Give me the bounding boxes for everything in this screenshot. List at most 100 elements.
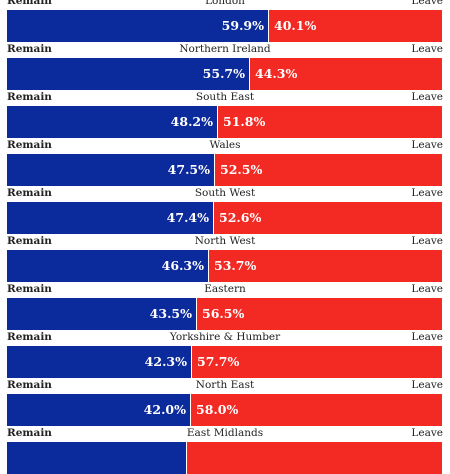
remain-value-label: 42.3% xyxy=(144,354,187,369)
leave-label: Leave xyxy=(411,0,443,7)
leave-label: Leave xyxy=(411,331,443,343)
remain-bar-segment xyxy=(7,58,249,90)
bar-divider xyxy=(191,346,192,378)
region-row: Remain East Midlands Leave xyxy=(0,424,450,474)
region-name: Northern Ireland xyxy=(179,43,271,55)
bar-divider xyxy=(217,106,218,138)
remain-label: Remain xyxy=(7,379,52,391)
region-row: Remain Yorkshire & Humber Leave 42.3% 57.7% xyxy=(0,328,450,378)
leave-bar-segment xyxy=(249,58,442,90)
leave-value-label: 51.8% xyxy=(223,114,266,129)
stacked-bar: 43.5% 56.5% xyxy=(7,298,442,330)
leave-label: Leave xyxy=(411,379,443,391)
bar-divider xyxy=(186,442,187,474)
stacked-bar: 42.3% 57.7% xyxy=(7,346,442,378)
remain-label: Remain xyxy=(7,139,52,151)
region-header: Remain South East Leave xyxy=(0,91,450,103)
stacked-bar: 48.2% 51.8% xyxy=(7,106,442,138)
remain-label: Remain xyxy=(7,43,52,55)
leave-bar-segment xyxy=(186,442,442,474)
leave-bar-segment xyxy=(208,250,442,282)
leave-label: Leave xyxy=(411,43,443,55)
stacked-bar: 59.9% 40.1% xyxy=(7,10,442,42)
leave-value-label: 40.1% xyxy=(274,18,317,33)
leave-bar-segment xyxy=(268,10,442,42)
region-header: Remain North West Leave xyxy=(0,235,450,247)
region-name: South East xyxy=(195,91,255,103)
remain-value-label: 42.0% xyxy=(143,402,186,417)
leave-value-label: 56.5% xyxy=(202,306,245,321)
remain-bar-segment xyxy=(7,346,191,378)
leave-bar-segment xyxy=(214,154,442,186)
stacked-bar: 55.7% 44.3% xyxy=(7,58,442,90)
leave-bar-segment xyxy=(190,394,442,426)
region-name: London xyxy=(205,0,245,7)
remain-bar-segment xyxy=(7,202,213,234)
leave-value-label: 52.6% xyxy=(219,210,262,225)
bar-divider xyxy=(268,10,269,42)
region-name: Eastern xyxy=(204,283,246,295)
leave-value-label: 52.5% xyxy=(220,162,263,177)
region-name: South West xyxy=(194,187,256,199)
region-row: Remain Eastern Leave 43.5% 56.5% xyxy=(0,280,450,330)
remain-bar-segment xyxy=(7,154,214,186)
leave-bar-segment xyxy=(213,202,442,234)
bar-divider xyxy=(213,202,214,234)
bar-divider xyxy=(196,298,197,330)
remain-label: Remain xyxy=(7,187,52,199)
remain-label: Remain xyxy=(7,283,52,295)
remain-value-label: 59.9% xyxy=(221,18,264,33)
leave-value-label: 53.7% xyxy=(214,258,257,273)
region-header: Remain London Leave xyxy=(0,0,450,7)
leave-label: Leave xyxy=(411,139,443,151)
leave-label: Leave xyxy=(411,187,443,199)
region-row: Remain North East Leave 42.0% 58.0% xyxy=(0,376,450,426)
leave-bar-segment xyxy=(196,298,442,330)
leave-bar-segment xyxy=(191,346,442,378)
remain-label: Remain xyxy=(7,0,52,7)
leave-bar-segment xyxy=(217,106,442,138)
region-header: Remain Yorkshire & Humber Leave xyxy=(0,331,450,343)
leave-label: Leave xyxy=(411,235,443,247)
stacked-bar xyxy=(7,442,442,474)
remain-bar-segment xyxy=(7,10,268,42)
region-row: Remain Northern Ireland Leave 55.7% 44.3% xyxy=(0,40,450,90)
remain-bar-segment xyxy=(7,106,217,138)
bar-divider xyxy=(190,394,191,426)
remain-label: Remain xyxy=(7,331,52,343)
region-name: East Midlands xyxy=(186,427,264,439)
remain-value-label: 43.5% xyxy=(149,306,192,321)
leave-value-label: 57.7% xyxy=(197,354,240,369)
stacked-bar: 47.5% 52.5% xyxy=(7,154,442,186)
region-header: Remain South West Leave xyxy=(0,187,450,199)
leave-label: Leave xyxy=(411,91,443,103)
region-header: Remain East Midlands Leave xyxy=(0,427,450,439)
remain-value-label: 48.2% xyxy=(170,114,213,129)
region-name: Wales xyxy=(209,139,241,151)
region-name: Yorkshire & Humber xyxy=(169,331,281,343)
region-row: Remain Wales Leave 47.5% 52.5% xyxy=(0,136,450,186)
stacked-bar: 42.0% 58.0% xyxy=(7,394,442,426)
leave-value-label: 58.0% xyxy=(196,402,239,417)
stacked-bar: 46.3% 53.7% xyxy=(7,250,442,282)
leave-label: Leave xyxy=(411,283,443,295)
bar-divider xyxy=(214,154,215,186)
region-header: Remain Eastern Leave xyxy=(0,283,450,295)
leave-value-label: 44.3% xyxy=(255,66,298,81)
region-row: Remain North West Leave 46.3% 53.7% xyxy=(0,232,450,282)
remain-label: Remain xyxy=(7,235,52,247)
region-name: North West xyxy=(194,235,256,247)
region-header: Remain Northern Ireland Leave xyxy=(0,43,450,55)
remain-bar-segment xyxy=(7,298,196,330)
remain-value-label: 46.3% xyxy=(161,258,204,273)
bar-divider xyxy=(208,250,209,282)
region-row: Remain London Leave 59.9% 40.1% xyxy=(0,0,450,42)
remain-bar-segment xyxy=(7,250,208,282)
region-row: Remain South East Leave 48.2% 51.8% xyxy=(0,88,450,138)
remain-label: Remain xyxy=(7,91,52,103)
bar-divider xyxy=(249,58,250,90)
remain-value-label xyxy=(122,442,182,474)
stacked-bar: 47.4% 52.6% xyxy=(7,202,442,234)
region-name: North East xyxy=(195,379,255,391)
